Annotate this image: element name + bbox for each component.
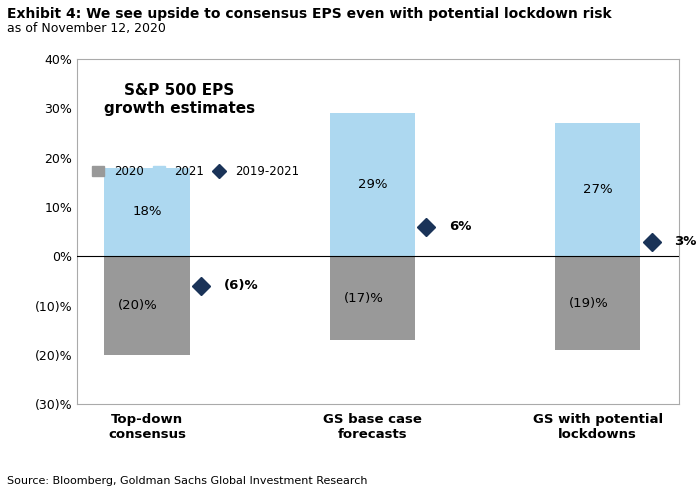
Text: (17)%: (17)% — [344, 292, 384, 305]
Bar — [555, 256, 640, 350]
Text: 6%: 6% — [449, 220, 471, 233]
Text: S&P 500 EPS
growth estimates: S&P 500 EPS growth estimates — [104, 83, 255, 116]
Text: (6)%: (6)% — [224, 280, 258, 292]
Bar — [555, 123, 640, 256]
Text: 29%: 29% — [358, 178, 387, 191]
Bar — [104, 256, 190, 355]
Text: (20)%: (20)% — [118, 299, 158, 312]
Bar — [104, 168, 190, 256]
Text: Exhibit 4: We see upside to consensus EPS even with potential lockdown risk: Exhibit 4: We see upside to consensus EP… — [7, 7, 612, 21]
Text: Source: Bloomberg, Goldman Sachs Global Investment Research: Source: Bloomberg, Goldman Sachs Global … — [7, 476, 368, 486]
Text: as of November 12, 2020: as of November 12, 2020 — [7, 22, 166, 35]
Bar — [330, 256, 415, 340]
Text: (19)%: (19)% — [568, 297, 608, 310]
Bar — [330, 113, 415, 256]
Text: 27%: 27% — [583, 183, 612, 196]
Text: 18%: 18% — [132, 206, 162, 218]
Text: 3%: 3% — [674, 235, 696, 248]
Legend: 2020, 2021, 2019-2021: 2020, 2021, 2019-2021 — [89, 162, 302, 182]
